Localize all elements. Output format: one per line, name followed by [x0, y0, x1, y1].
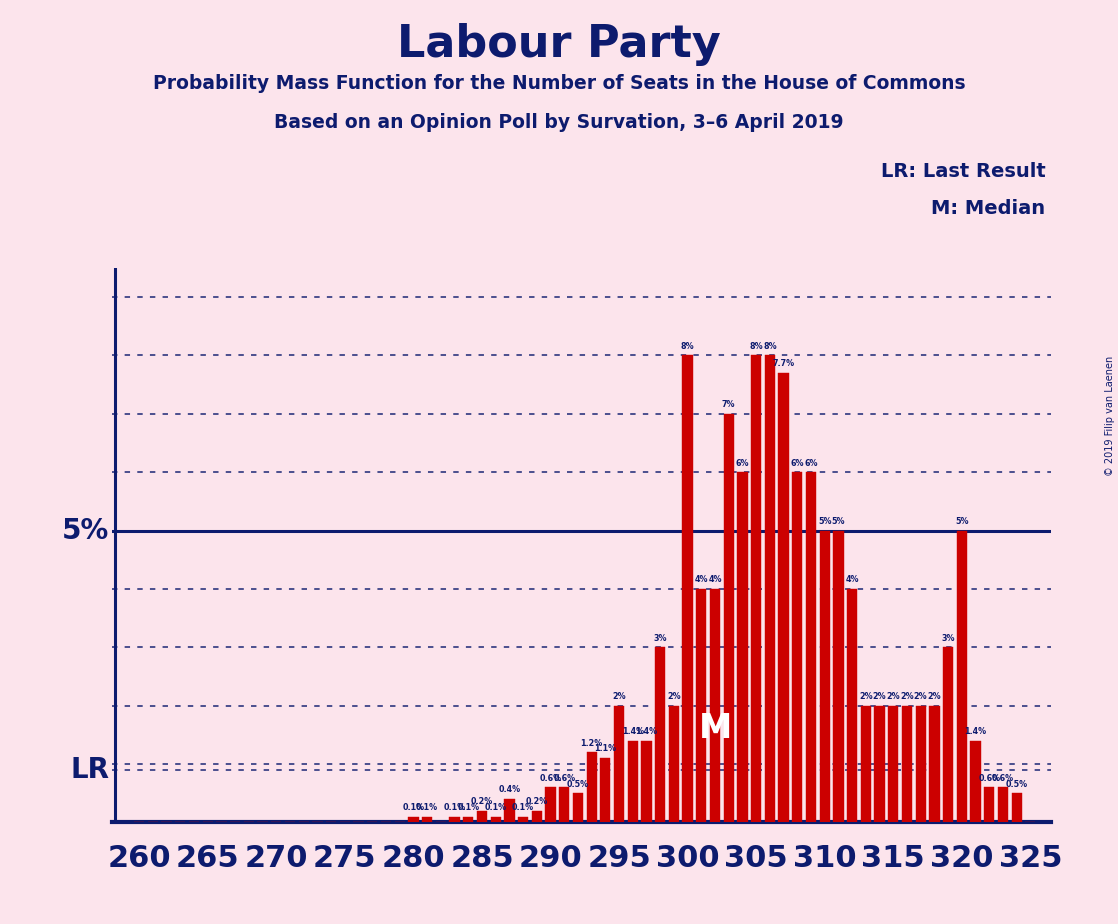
Text: 0.1%: 0.1%	[444, 803, 465, 812]
Text: 2%: 2%	[887, 692, 900, 701]
Bar	[491, 817, 501, 822]
Text: LR: LR	[70, 756, 110, 784]
Bar	[957, 530, 967, 822]
Text: 5%: 5%	[832, 517, 845, 526]
Bar	[929, 706, 939, 822]
Text: 8%: 8%	[681, 342, 694, 351]
Text: 1.4%: 1.4%	[622, 727, 644, 736]
Bar	[737, 472, 748, 822]
Bar	[984, 787, 994, 822]
Text: M: Median: M: Median	[931, 199, 1045, 218]
Bar	[655, 648, 665, 822]
Text: 7%: 7%	[722, 400, 736, 409]
Bar	[819, 530, 830, 822]
Text: 0.1%: 0.1%	[512, 803, 534, 812]
Bar	[504, 799, 514, 822]
Text: 4%: 4%	[845, 576, 859, 584]
Text: 3%: 3%	[653, 634, 667, 642]
Text: M: M	[699, 712, 731, 746]
Text: 2%: 2%	[667, 692, 681, 701]
Bar	[1012, 793, 1022, 822]
Text: 0.2%: 0.2%	[525, 797, 548, 806]
Text: 0.6%: 0.6%	[553, 773, 576, 783]
Bar	[997, 787, 1008, 822]
Text: 8%: 8%	[764, 342, 777, 351]
Bar	[642, 741, 652, 822]
Text: 8%: 8%	[749, 342, 762, 351]
Bar	[942, 648, 954, 822]
Bar	[408, 817, 418, 822]
Bar	[888, 706, 899, 822]
Text: 0.6%: 0.6%	[992, 773, 1014, 783]
Bar	[710, 589, 720, 822]
Bar	[682, 356, 693, 822]
Text: 6%: 6%	[736, 458, 749, 468]
Text: 5%: 5%	[818, 517, 832, 526]
Bar	[614, 706, 624, 822]
Text: 5%: 5%	[61, 517, 110, 544]
Text: 0.6%: 0.6%	[540, 773, 561, 783]
Text: Probability Mass Function for the Number of Seats in the House of Commons: Probability Mass Function for the Number…	[153, 74, 965, 93]
Text: 1.1%: 1.1%	[595, 745, 616, 753]
Text: 2%: 2%	[928, 692, 941, 701]
Bar	[806, 472, 816, 822]
Bar	[463, 817, 473, 822]
Text: 2%: 2%	[859, 692, 873, 701]
Bar	[476, 810, 487, 822]
Text: 7.7%: 7.7%	[773, 359, 795, 369]
Text: 0.1%: 0.1%	[457, 803, 480, 812]
Text: 0.4%: 0.4%	[499, 785, 521, 795]
Bar	[572, 793, 584, 822]
Bar	[449, 817, 459, 822]
Text: 3%: 3%	[941, 634, 955, 642]
Bar	[627, 741, 638, 822]
Bar	[421, 817, 433, 822]
Bar	[861, 706, 871, 822]
Bar	[916, 706, 926, 822]
Bar	[847, 589, 858, 822]
Bar	[793, 472, 803, 822]
Bar	[697, 589, 707, 822]
Bar	[970, 741, 980, 822]
Bar	[874, 706, 884, 822]
Text: 0.6%: 0.6%	[978, 773, 1001, 783]
Text: 0.5%: 0.5%	[567, 780, 589, 788]
Bar	[669, 706, 679, 822]
Text: 0.1%: 0.1%	[402, 803, 425, 812]
Bar	[751, 356, 761, 822]
Text: © 2019 Filip van Laenen: © 2019 Filip van Laenen	[1106, 356, 1115, 476]
Bar	[723, 414, 733, 822]
Bar	[765, 356, 775, 822]
Bar	[587, 752, 597, 822]
Text: 2%: 2%	[913, 692, 928, 701]
Text: 6%: 6%	[790, 458, 804, 468]
Text: 0.1%: 0.1%	[416, 803, 438, 812]
Text: Labour Party: Labour Party	[397, 23, 721, 67]
Text: 5%: 5%	[955, 517, 968, 526]
Bar	[600, 759, 610, 822]
Bar	[833, 530, 844, 822]
Text: 2%: 2%	[873, 692, 887, 701]
Text: 4%: 4%	[694, 576, 708, 584]
Text: 1.4%: 1.4%	[965, 727, 986, 736]
Bar	[902, 706, 912, 822]
Bar	[778, 373, 788, 822]
Bar	[518, 817, 528, 822]
Bar	[546, 787, 556, 822]
Text: 4%: 4%	[709, 576, 722, 584]
Text: 0.2%: 0.2%	[471, 797, 493, 806]
Text: 2%: 2%	[613, 692, 626, 701]
Text: 1.4%: 1.4%	[635, 727, 657, 736]
Bar	[532, 810, 542, 822]
Text: 0.1%: 0.1%	[484, 803, 506, 812]
Text: 2%: 2%	[900, 692, 913, 701]
Text: 6%: 6%	[804, 458, 817, 468]
Bar	[559, 787, 569, 822]
Text: Based on an Opinion Poll by Survation, 3–6 April 2019: Based on an Opinion Poll by Survation, 3…	[274, 113, 844, 132]
Text: LR: Last Result: LR: Last Result	[881, 162, 1045, 181]
Text: 1.2%: 1.2%	[580, 738, 603, 748]
Text: 0.5%: 0.5%	[1005, 780, 1027, 788]
